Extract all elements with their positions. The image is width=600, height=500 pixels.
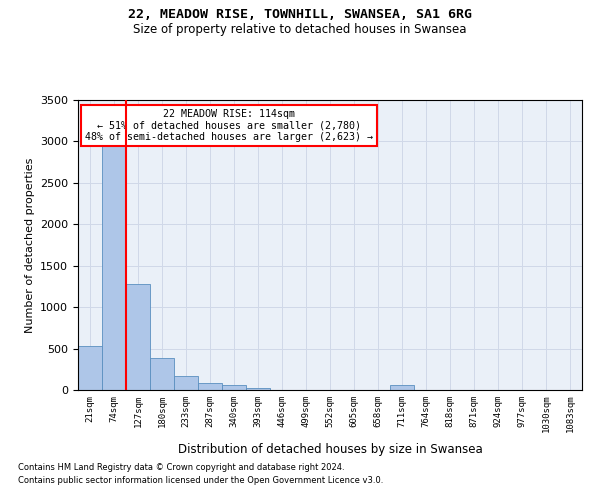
Text: Distribution of detached houses by size in Swansea: Distribution of detached houses by size … <box>178 442 482 456</box>
Bar <box>198 382 222 390</box>
Text: 22 MEADOW RISE: 114sqm
← 51% of detached houses are smaller (2,780)
48% of semi-: 22 MEADOW RISE: 114sqm ← 51% of detached… <box>85 108 373 142</box>
Bar <box>222 386 246 390</box>
Bar <box>246 388 270 390</box>
Bar <box>174 376 198 390</box>
Bar <box>126 284 150 390</box>
Bar <box>102 142 126 390</box>
Text: Contains public sector information licensed under the Open Government Licence v3: Contains public sector information licen… <box>18 476 383 485</box>
Text: Size of property relative to detached houses in Swansea: Size of property relative to detached ho… <box>133 22 467 36</box>
Y-axis label: Number of detached properties: Number of detached properties <box>25 158 35 332</box>
Text: 22, MEADOW RISE, TOWNHILL, SWANSEA, SA1 6RG: 22, MEADOW RISE, TOWNHILL, SWANSEA, SA1 … <box>128 8 472 20</box>
Bar <box>150 358 174 390</box>
Bar <box>78 346 102 390</box>
Bar <box>390 386 414 390</box>
Text: Contains HM Land Registry data © Crown copyright and database right 2024.: Contains HM Land Registry data © Crown c… <box>18 464 344 472</box>
